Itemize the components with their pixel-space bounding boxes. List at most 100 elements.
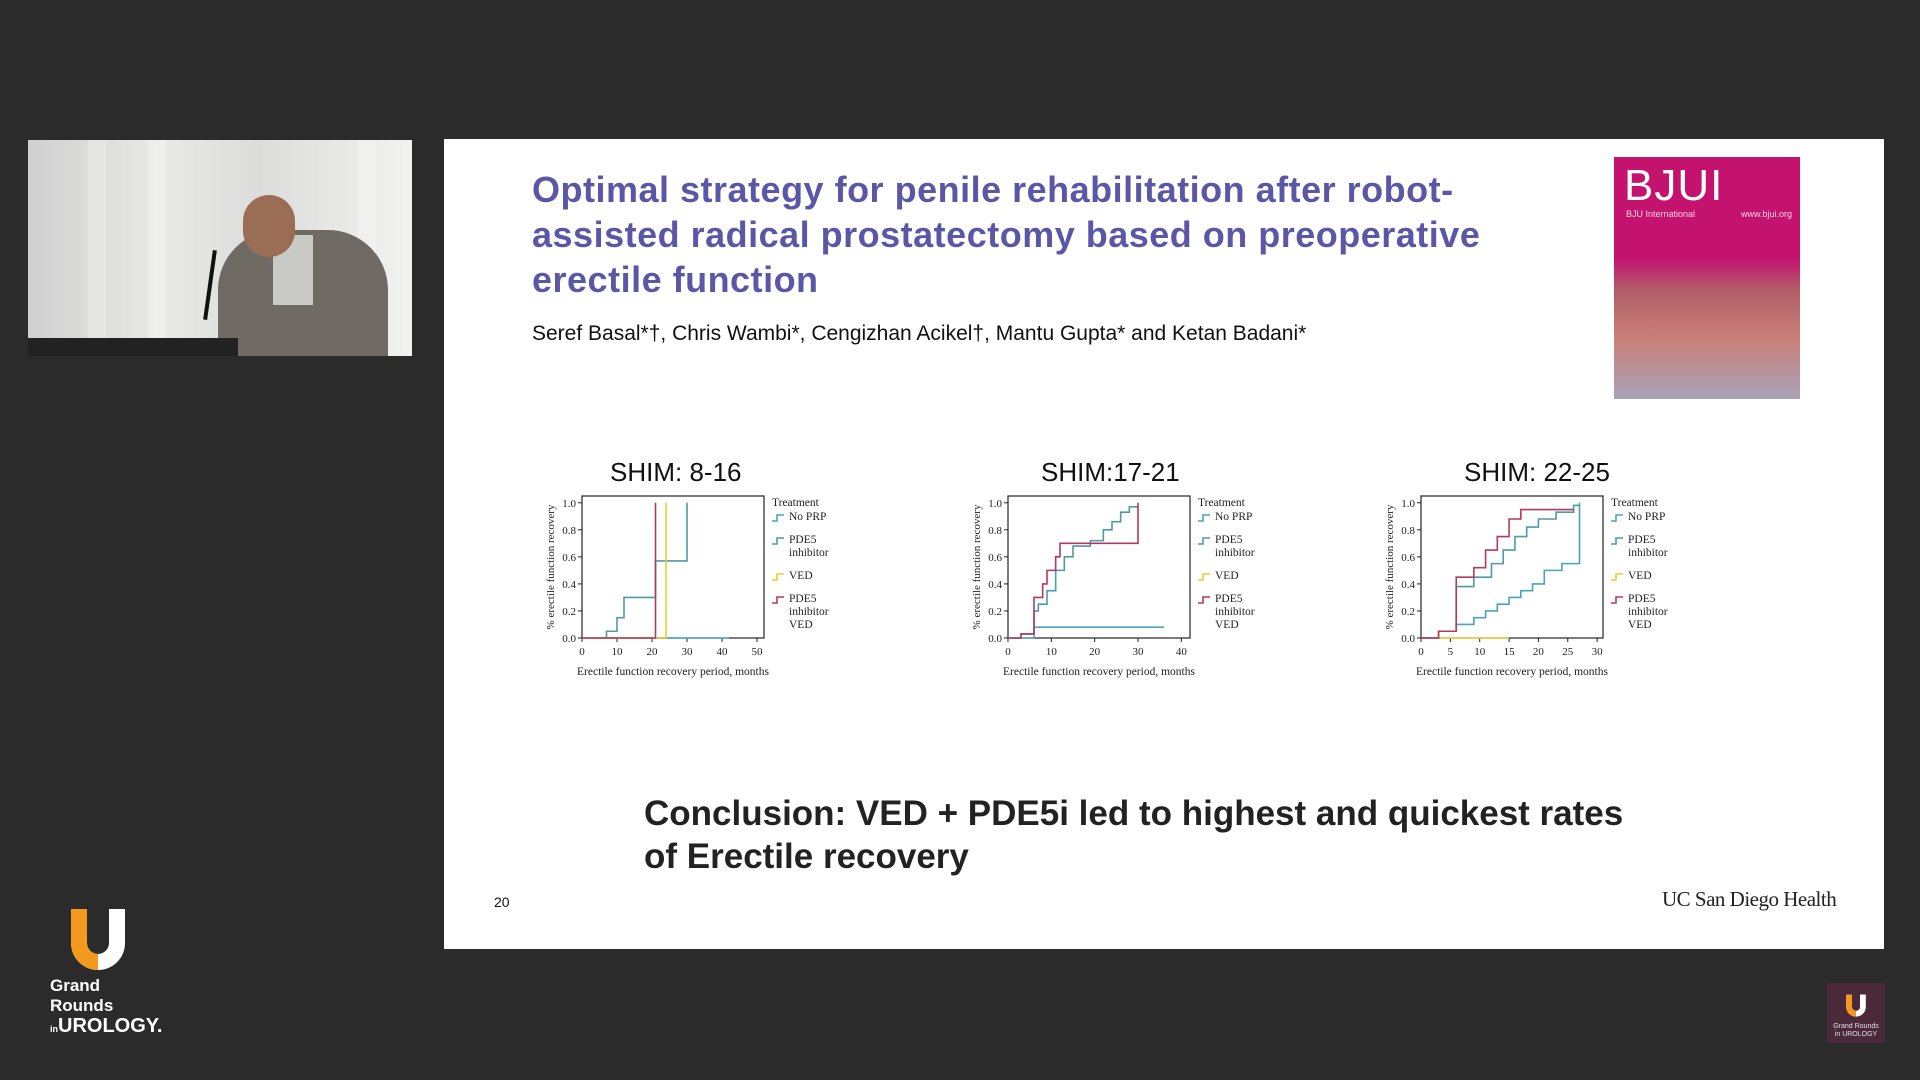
logo-line-1: Grand Rounds [50, 976, 114, 1015]
series-line-pde5 [1008, 506, 1138, 639]
curtain-fold [88, 140, 106, 356]
x-axis-label: Erectile function recovery period, month… [1416, 666, 1608, 678]
institution-logo-text: UC San Diego Health [1662, 887, 1837, 911]
legend-label-pde5_ved: VED [1215, 619, 1239, 631]
series-line-no_prp [1421, 502, 1581, 639]
legend-swatch-pde5_ved [1611, 596, 1623, 604]
x-tick-label: 0 [1005, 646, 1011, 658]
slide-authors: Seref Basal*†, Chris Wambi*, Cengizhan A… [532, 322, 1307, 345]
x-tick-label: 20 [647, 646, 659, 658]
legend-label-pde5: PDE5 [789, 534, 817, 546]
x-axis-label: Erectile function recovery period, month… [577, 666, 769, 678]
chart-1-title: SHIM: 8-16 [610, 457, 742, 487]
y-tick-label: 1.0 [1401, 498, 1415, 510]
x-tick-label: 30 [1133, 646, 1145, 658]
x-tick-label: 50 [752, 646, 764, 658]
slide-conclusion: Conclusion: VED + PDE5i led to highest a… [644, 794, 1624, 876]
x-axis-label: Erectile function recovery period, month… [1003, 666, 1195, 678]
plot-frame [581, 495, 765, 639]
y-tick-label: 0.0 [1401, 633, 1415, 645]
plot-frame [1007, 495, 1191, 639]
journal-cover-url: www.bjui.org [1740, 209, 1792, 219]
speaker-video-feed [28, 140, 412, 356]
legend-label-pde5: inhibitor [1215, 547, 1255, 559]
x-tick-label: 10 [1046, 646, 1058, 658]
y-tick-label: 0.6 [562, 552, 576, 564]
journal-cover-subtitle: BJU International [1626, 209, 1696, 219]
series-line-no_prp [1008, 626, 1164, 639]
series-line-pde5_ved [1421, 508, 1574, 639]
chart-svg: 0 10 20 30 40 50 0.0 0.2 0.4 0.6 0.8 1.0 Erectile fu… [545, 495, 829, 678]
grand-rounds-logo: Grand Rounds inUROLOGY. [50, 905, 163, 1039]
legend-label-pde5: PDE5 [1215, 534, 1243, 546]
y-tick-label: 0.2 [988, 606, 1002, 618]
legend-label-pde5_ved: PDE5 [1215, 593, 1243, 605]
watermark-line-2: in UROLOGY [1834, 1031, 1878, 1038]
chart-svg: 0 10 20 30 40 0.0 0.2 0.4 0.6 0.8 1.0 Erectile func… [971, 495, 1255, 678]
legend-label-pde5_ved: VED [789, 619, 813, 631]
legend-label-pde5_ved: PDE5 [1628, 593, 1656, 605]
legend-label-pde5_ved: inhibitor [1215, 606, 1255, 618]
y-tick-label: 1.0 [988, 498, 1002, 510]
logo-urology: UROLOGY. [58, 1015, 163, 1037]
y-tick-label: 0.0 [988, 633, 1002, 645]
legend-label-no_prp: No PRP [789, 511, 826, 523]
curtain-fold [148, 140, 166, 356]
legend-label-ved: VED [1215, 570, 1239, 582]
y-tick-label: 0.6 [988, 552, 1002, 564]
legend-title: Treatment [1611, 497, 1659, 509]
y-tick-label: 0.4 [1401, 579, 1415, 591]
legend-swatch-pde5_ved [1198, 596, 1210, 604]
legend-swatch-no_prp [1611, 514, 1623, 522]
series-line-pde5 [582, 502, 688, 639]
x-tick-label: 30 [1592, 646, 1604, 658]
series-line-pde5 [1421, 504, 1580, 639]
x-tick-label: 40 [1176, 646, 1188, 658]
y-tick-label: 1.0 [562, 498, 576, 510]
y-tick-label: 0.8 [1401, 525, 1415, 537]
microphone [203, 250, 217, 320]
journal-cover-name: BJUI [1624, 161, 1724, 210]
y-tick-label: 0.0 [562, 633, 576, 645]
legend-label-pde5: inhibitor [789, 547, 829, 559]
podium [28, 338, 238, 356]
y-tick-label: 0.6 [1401, 552, 1415, 564]
x-tick-label: 0 [1418, 646, 1424, 658]
legend-swatch-ved [772, 573, 784, 581]
slide-number: 20 [494, 894, 510, 910]
chart-3-title: SHIM: 22-25 [1464, 457, 1610, 487]
x-tick-label: 20 [1089, 646, 1101, 658]
legend-label-pde5: PDE5 [1628, 534, 1656, 546]
y-tick-label: 0.4 [988, 579, 1002, 591]
logo-in: in [50, 1024, 58, 1034]
chart-2-title: SHIM:17-21 [1041, 457, 1180, 487]
series-line-pde5_ved [582, 502, 657, 639]
legend-label-pde5_ved: VED [1628, 619, 1652, 631]
y-tick-label: 0.8 [562, 525, 576, 537]
x-tick-label: 5 [1448, 646, 1454, 658]
legend-swatch-pde5 [1198, 537, 1210, 545]
y-axis-label: % erectile function recovery [1384, 504, 1396, 629]
watermark-text: Grand Rounds in UROLOGY [1827, 1023, 1885, 1039]
y-tick-label: 0.2 [562, 606, 576, 618]
watermark-u-icon [1846, 994, 1866, 1017]
legend-title: Treatment [772, 497, 820, 509]
y-tick-label: 0.4 [562, 579, 576, 591]
watermark-line-1: Grand Rounds [1833, 1023, 1879, 1030]
chart-svg: 0 5 10 15 20 25 30 0.0 0.2 0.4 0.6 0.8 1.0 Erectile f… [1384, 495, 1668, 678]
x-tick-label: 10 [612, 646, 624, 658]
x-tick-label: 30 [682, 646, 694, 658]
x-tick-label: 10 [1474, 646, 1486, 658]
y-axis-label: % erectile function recovery [545, 504, 557, 629]
legend-swatch-pde5_ved [772, 596, 784, 604]
journal-cover-image: BJUI BJU International www.bjui.org [1614, 157, 1800, 399]
logo-line-2: inUROLOGY. [50, 1015, 163, 1039]
x-tick-label: 20 [1533, 646, 1545, 658]
legend-label-pde5: inhibitor [1628, 547, 1668, 559]
chart-shim-8-16: 0 10 20 30 40 50 0.0 0.2 0.4 0.6 0.8 1.0 Erectile fu… [540, 488, 920, 743]
plot-frame [1420, 495, 1604, 639]
x-tick-label: 15 [1504, 646, 1516, 658]
series-line-pde5_ved [1008, 502, 1139, 639]
watermark-logo: Grand Rounds in UROLOGY [1827, 983, 1885, 1043]
legend-label-no_prp: No PRP [1215, 511, 1252, 523]
